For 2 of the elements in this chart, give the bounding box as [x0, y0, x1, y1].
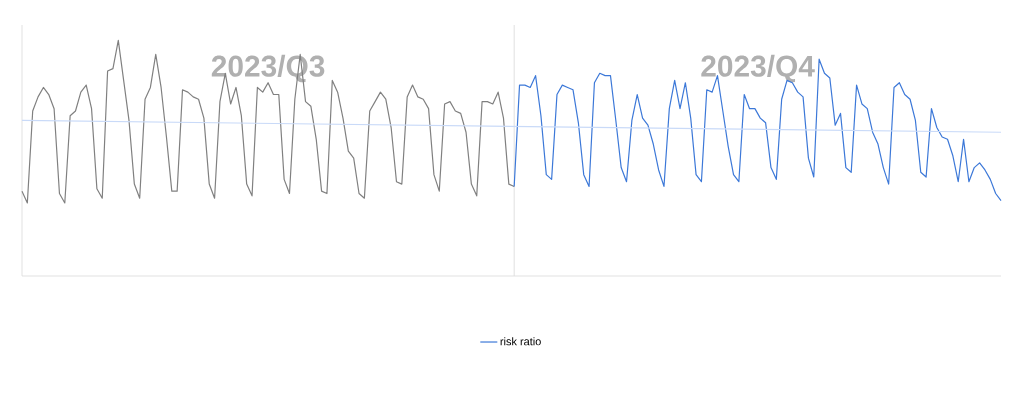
annotation: 2023/Q4 [701, 54, 815, 83]
legend-label: risk ratio [500, 337, 541, 346]
